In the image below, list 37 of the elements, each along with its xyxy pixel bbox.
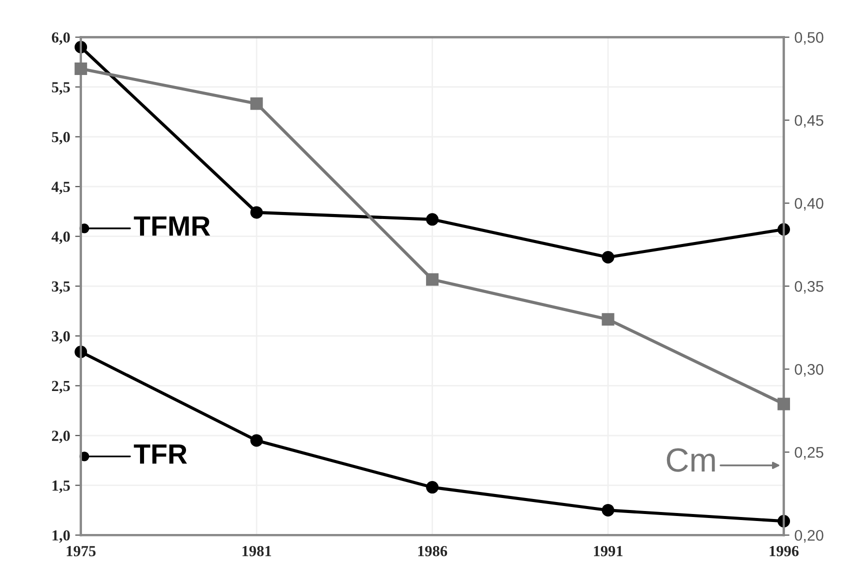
legend-label: TFMR: [134, 216, 210, 236]
point: [74, 62, 88, 75]
y2-tick-label: 0,35: [794, 281, 824, 294]
y-tick-label: 5,5: [52, 82, 70, 95]
y-tick-label: 2,5: [52, 380, 70, 394]
y2-tick-label: 0,20: [794, 530, 824, 543]
y-tick-label: 1,5: [52, 480, 70, 493]
y2-tick-label: 0,30: [794, 364, 824, 377]
y2-tick-label: 0,50: [794, 32, 824, 45]
y-tick-label: 4,5: [52, 182, 70, 194]
text: Cm: [666, 448, 715, 472]
point: [426, 213, 439, 226]
x-tick-label: 1991: [594, 546, 623, 556]
point: [602, 251, 614, 264]
y-tick-label: 3,5: [52, 281, 70, 294]
point: [250, 434, 263, 447]
y2-tick-label: 0,25: [794, 446, 824, 460]
y-tick-label: 4,0: [52, 231, 70, 244]
x-tick-label: 1996: [770, 546, 799, 556]
point: [250, 97, 263, 110]
point: [426, 273, 439, 286]
point: [602, 504, 614, 516]
point: [426, 481, 439, 494]
x-tick-label: 1981: [242, 546, 272, 556]
legend-label: TFR: [134, 444, 187, 464]
x-tick-label: 1975: [66, 546, 96, 556]
y2-tick-label: 0,40: [794, 198, 824, 211]
y-tick-label: 3,0: [52, 331, 70, 344]
point: [778, 398, 790, 410]
y-tick-label: 5,0: [52, 132, 70, 144]
point: [250, 206, 263, 219]
y-tick-label: 6,0: [52, 32, 70, 45]
y-tick-label: 1,0: [52, 530, 70, 543]
point: [602, 313, 614, 326]
y-tick-label: 2,0: [52, 430, 70, 444]
x-tick-label: 1986: [418, 546, 448, 556]
y2-tick-label: 0,45: [794, 115, 824, 128]
